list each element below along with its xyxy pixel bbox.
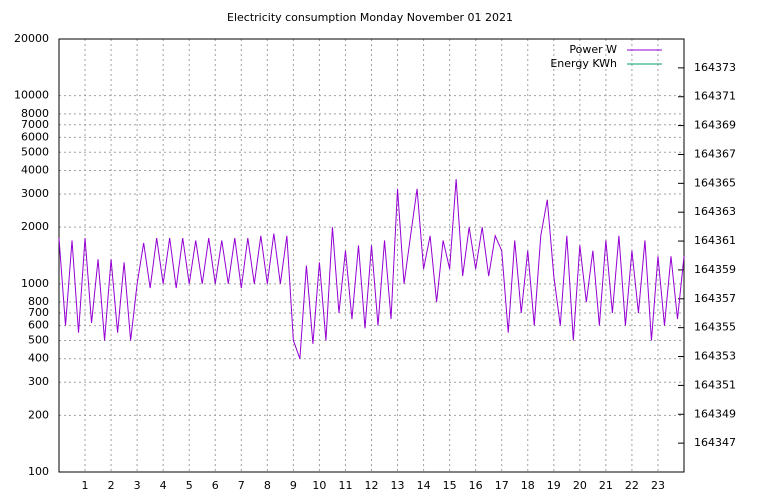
x-tick-label: 21 [599,479,613,492]
y-tick-label: 3000 [21,187,49,200]
series-line [58,179,685,359]
x-tick-label: 12 [365,479,379,492]
y2-tick-label: 164367 [694,147,736,160]
y-tick-label: 2000 [21,220,49,233]
x-tick-label: 11 [338,479,352,492]
y-tick-label: 8000 [21,107,49,120]
y2-tick-label: 164371 [694,90,736,103]
y-tick-label: 20000 [14,32,49,45]
x-tick-label: 15 [443,479,457,492]
y2-tick-label: 164351 [694,378,736,391]
x-tick-label: 8 [264,479,271,492]
x-tick-label: 20 [573,479,587,492]
y-tick-label: 4000 [21,164,49,177]
y-tick-label: 6000 [21,130,49,143]
y-tick-label: 200 [28,408,49,421]
y-tick-label: 10000 [14,89,49,102]
y-tick-label: 600 [28,319,49,332]
x-tick-label: 14 [417,479,431,492]
y-tick-label: 500 [28,333,49,346]
x-tick-label: 6 [212,479,219,492]
y2-tick-label: 164347 [694,436,736,449]
x-tick-label: 16 [469,479,483,492]
y2-tick-label: 164365 [694,176,736,189]
y-tick-label: 700 [28,306,49,319]
legend-label: Energy KWh [550,57,617,70]
x-tick-label: 18 [521,479,535,492]
y2-tick-label: 164357 [694,292,736,305]
y-tick-label: 5000 [21,145,49,158]
legend-label: Power W [569,43,617,56]
y-tick-label: 300 [28,375,49,388]
x-tick-label: 5 [186,479,193,492]
y-tick-label: 7000 [21,118,49,131]
chart-title: Electricity consumption Monday November … [227,11,513,24]
y2-tick-label: 164359 [694,263,736,276]
x-tick-label: 9 [290,479,297,492]
x-tick-label: 2 [108,479,115,492]
y2-tick-label: 164355 [694,321,736,334]
y2-tick-label: 164369 [694,119,736,132]
y2-tick-label: 164373 [694,61,736,74]
x-tick-label: 17 [495,479,509,492]
x-tick-label: 13 [391,479,405,492]
y-tick-label: 800 [28,295,49,308]
y2-tick-label: 164361 [694,234,736,247]
x-tick-label: 3 [134,479,141,492]
plot-frame [58,38,685,473]
x-tick-label: 7 [238,479,245,492]
y-tick-label: 1000 [21,277,49,290]
y-tick-label: 400 [28,352,49,365]
x-tick-label: 23 [651,479,665,492]
x-tick-label: 19 [547,479,561,492]
x-tick-label: 10 [312,479,326,492]
x-tick-label: 1 [82,479,89,492]
x-tick-label: 22 [625,479,639,492]
y2-tick-label: 164349 [694,407,736,420]
y-tick-label: 100 [28,465,49,478]
x-tick-label: 4 [160,479,167,492]
y2-tick-label: 164353 [694,350,736,363]
y2-tick-label: 164363 [694,205,736,218]
